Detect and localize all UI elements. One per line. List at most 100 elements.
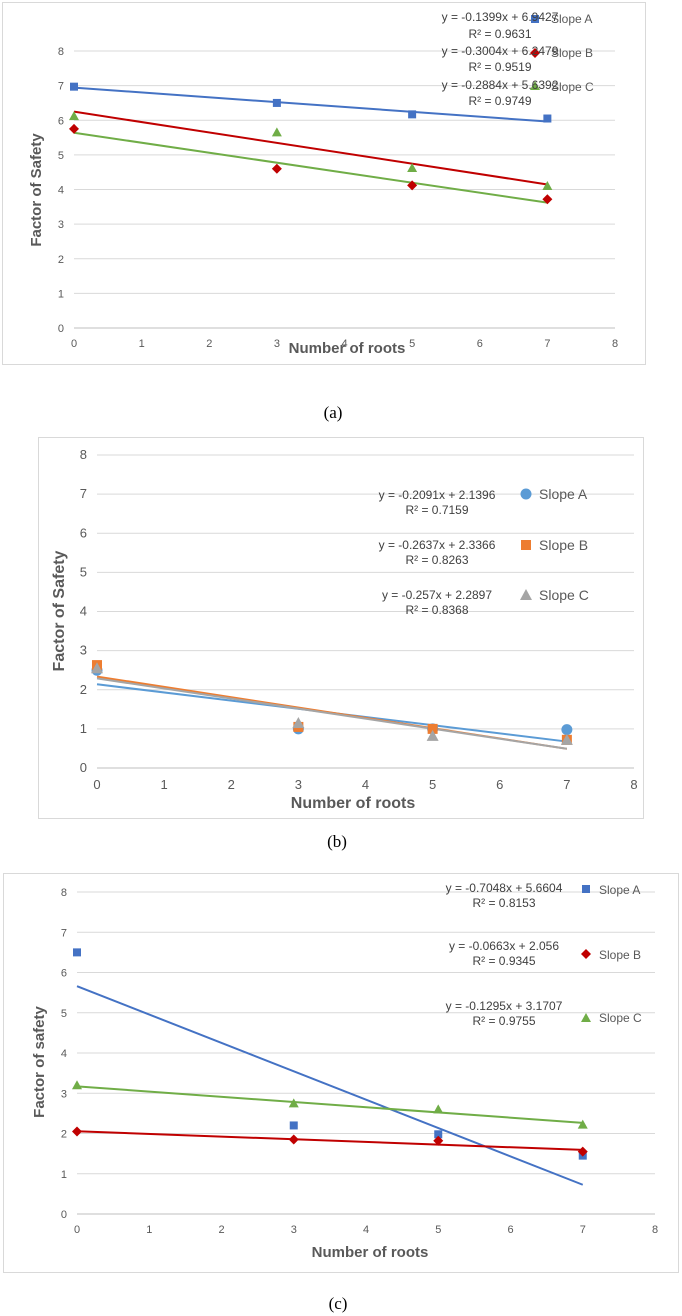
chart2-xtick-label: 3 [291, 1224, 297, 1236]
chart2-series2-point [577, 1146, 588, 1157]
chart0-series1-point [272, 98, 281, 107]
chart2-series3-point [72, 1080, 82, 1090]
chart-panel-b: 0 1 2 3 4 5 6 7 8 0 1 2 3 4 5 6 7 8 Number of roots Factor … [38, 437, 644, 819]
chart2-xtick-label: 2 [218, 1224, 224, 1236]
chart2-series2-point [72, 1126, 82, 1137]
chart1-trend-r2-1: R² = 0.7159 [405, 503, 468, 517]
chart0-trend-equation-1: y = -0.1399x + 6.9427 [442, 10, 559, 24]
chart0-ytick-label: 8 [58, 46, 64, 58]
chart2-xtick-label: 1 [146, 1224, 152, 1236]
chart2-xtick-label: 8 [652, 1224, 658, 1236]
chart0-ytick-label: 7 [58, 81, 64, 93]
chart2-trendline-1 [76, 985, 584, 1186]
chart2-trendline-3 [76, 1085, 583, 1124]
chart0-series3-point [69, 111, 79, 121]
chart1-xtick-label: 3 [295, 777, 302, 792]
chart1-legend-marker-1 [520, 488, 532, 500]
chart0-xtick-label: 1 [139, 338, 145, 350]
chart1-legend-label-1: Slope A [539, 486, 588, 502]
chart1-x-axis-label: Number of roots [291, 795, 416, 812]
chart1-xtick-label: 2 [228, 777, 235, 792]
chart0-legend-marker-3 [530, 81, 540, 90]
chart0-trend-equation-3: y = -0.2884x + 5.6392 [442, 78, 559, 92]
chart0-trendline-1 [73, 86, 548, 123]
chart1-legend-marker-3 [520, 589, 532, 600]
chart0-y-axis-label: Factor of Safety [28, 133, 45, 247]
chart2-series3-point [433, 1104, 444, 1114]
chart1-legend-label-3: Slope C [539, 587, 589, 603]
chart2-ytick-label: 4 [61, 1048, 67, 1060]
chart-panel-a: 0 1 2 3 4 5 6 7 8 0 1 2 3 4 5 6 7 8 Number of roots Factor … [2, 2, 646, 365]
chart0-ytick-label: 6 [58, 115, 64, 127]
chart2-legend-marker-3 [581, 1013, 591, 1022]
chart2-xtick-label: 4 [363, 1224, 369, 1236]
chart0-series3-point [407, 163, 418, 173]
chart1-trend-r2-3: R² = 0.8368 [405, 603, 468, 617]
chart1-xtick-label: 7 [563, 777, 570, 792]
caption-c: (c) [328, 1294, 348, 1313]
chart1-series3-point [426, 729, 439, 741]
chart0-series2-point [542, 194, 553, 205]
chart1-trendline-3 [96, 677, 568, 750]
chart0-trendline-3 [73, 131, 548, 204]
chart1-y-axis-label: Factor of Safety [51, 550, 68, 671]
chart1-xtick-label: 4 [362, 777, 369, 792]
chart0-trend-equation-2: y = -0.3004x + 6.2479 [442, 44, 559, 58]
chart1-xtick-label: 0 [93, 777, 100, 792]
chart1-ytick-label: 6 [80, 525, 87, 540]
chart0-trend-r2-2: R² = 0.9519 [468, 60, 531, 74]
chart2-trend-r2-2: R² = 0.9345 [472, 954, 535, 968]
chart0-series2-point [407, 180, 418, 191]
chart2-legend-label-2: Slope B [599, 948, 641, 962]
chart2-xtick-label: 7 [580, 1224, 586, 1236]
chart0-xtick-label: 6 [477, 338, 483, 350]
chart2-trend-r2-1: R² = 0.8153 [472, 896, 535, 910]
caption-b: (b) [327, 832, 347, 851]
chart0-xtick-label: 0 [71, 338, 77, 350]
chart1-ytick-label: 7 [80, 486, 87, 501]
chart-panel-c: 0 1 2 3 4 5 6 7 8 0 1 2 3 4 5 6 7 8 Number of roots Factor … [3, 873, 679, 1273]
chart0-xtick-label: 3 [274, 338, 280, 350]
chart-c: 0 1 2 3 4 5 6 7 8 0 1 2 3 4 5 6 7 8 Number of roots Factor … [31, 881, 658, 1261]
chart0-ytick-label: 5 [58, 150, 64, 162]
chart0-series2-point [69, 123, 79, 134]
chart2-series1-point [434, 1130, 443, 1139]
chart1-series2-point [427, 723, 438, 734]
chart0-series3-point [271, 127, 282, 137]
chart0-ytick-label: 3 [58, 219, 64, 231]
chart1-ytick-label: 0 [80, 760, 87, 775]
chart1-xtick-label: 1 [161, 777, 168, 792]
chart1-xtick-label: 5 [429, 777, 436, 792]
chart1-series3-point [292, 717, 305, 729]
chart0-trendline-2 [73, 110, 548, 186]
chart0-series3-point [542, 181, 553, 191]
chart2-series1-point [289, 1121, 298, 1130]
chart-a: 0 1 2 3 4 5 6 7 8 0 1 2 3 4 5 6 7 8 Number of roots Factor … [28, 10, 618, 357]
chart1-ytick-label: 3 [80, 643, 87, 658]
chart2-ytick-label: 5 [61, 1008, 67, 1020]
chart0-ytick-label: 1 [58, 288, 64, 300]
chart1-trend-equation-3: y = -0.257x + 2.2897 [382, 588, 492, 602]
chart2-y-axis-label: Factor of safety [31, 1005, 48, 1117]
chart1-series3-point [91, 662, 103, 674]
chart1-legend-marker-2 [521, 540, 531, 550]
chart1-xtick-label: 6 [496, 777, 503, 792]
chart2-xtick-label: 0 [74, 1224, 80, 1236]
chart2-ytick-label: 8 [61, 887, 67, 899]
chart2-ytick-label: 3 [61, 1088, 67, 1100]
chart0-legend-marker-2 [530, 48, 540, 58]
chart2-legend-label-3: Slope C [599, 1011, 642, 1025]
caption-a: (a) [323, 403, 343, 422]
chart2-trend-equation-3: y = -0.1295x + 3.1707 [446, 999, 563, 1013]
chart1-ytick-label: 1 [80, 721, 87, 736]
chart2-ytick-label: 1 [61, 1169, 67, 1181]
chart0-ytick-label: 0 [58, 323, 64, 335]
chart0-xtick-label: 2 [206, 338, 212, 350]
chart2-trend-r2-3: R² = 0.9755 [472, 1014, 535, 1028]
chart0-trend-r2-1: R² = 0.9631 [468, 27, 531, 41]
chart2-series3-point [577, 1119, 588, 1129]
chart2-ytick-label: 6 [61, 968, 67, 980]
chart1-xtick-label: 8 [630, 777, 637, 792]
chart2-series2-point [288, 1134, 299, 1145]
chart1-ytick-label: 5 [80, 564, 87, 579]
